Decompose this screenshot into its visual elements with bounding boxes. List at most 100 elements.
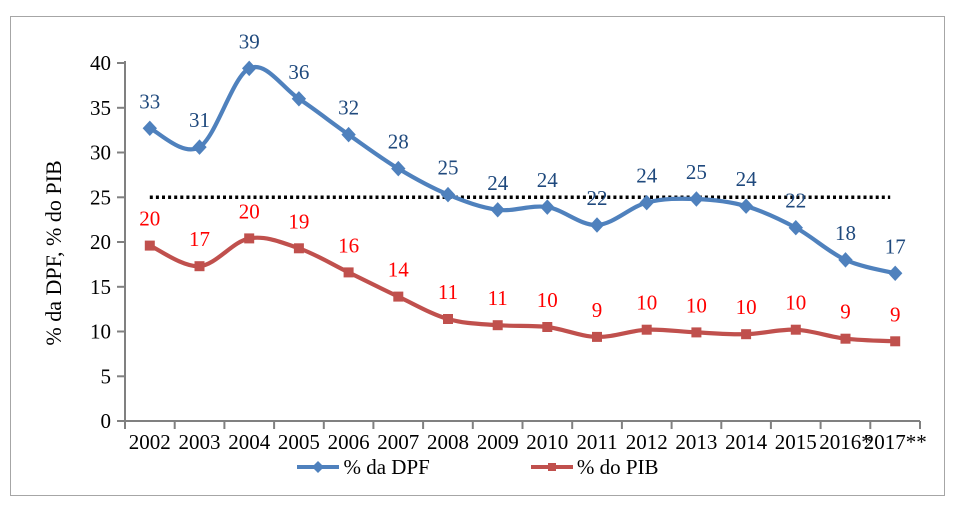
legend-label-2: % do PIB <box>576 454 659 479</box>
x-tick-label: 2015 <box>775 430 817 454</box>
diamond-marker <box>788 219 803 236</box>
square-marker <box>343 267 354 278</box>
diamond-marker <box>142 120 157 137</box>
x-tick-label: 2010 <box>526 430 568 454</box>
legend: % da DPF % do PIB <box>10 454 945 480</box>
diamond-marker <box>192 139 207 155</box>
data-label: 14 <box>388 258 410 282</box>
data-label: 10 <box>736 295 757 319</box>
square-marker <box>443 314 453 324</box>
x-tick-label: 2011 <box>576 430 617 454</box>
diamond-marker <box>391 160 406 177</box>
data-label: 11 <box>438 280 458 304</box>
data-label: 24 <box>487 171 509 195</box>
data-label: 39 <box>239 29 260 53</box>
data-label: 19 <box>288 209 309 233</box>
data-label: 22 <box>587 186 608 210</box>
diamond-marker <box>490 202 505 218</box>
data-label: 10 <box>785 291 806 315</box>
square-marker <box>542 322 553 332</box>
legend-item-2: % do PIB <box>530 455 659 480</box>
legend-label-1: % da DPF <box>343 454 430 479</box>
y-tick-label: 5 <box>101 364 112 388</box>
data-label: 17 <box>885 234 906 258</box>
square-marker <box>492 320 503 331</box>
diamond-marker <box>589 217 605 233</box>
square-marker <box>393 291 404 302</box>
y-tick-label: 30 <box>90 141 111 165</box>
legend-diamond-marker <box>312 461 325 473</box>
data-label: 17 <box>189 227 210 251</box>
diamond-marker <box>738 198 754 214</box>
legend-square-marker <box>547 463 556 471</box>
data-label: 10 <box>537 288 558 312</box>
data-label: 9 <box>890 302 901 326</box>
diamond-marker <box>341 126 356 143</box>
square-marker <box>194 261 205 272</box>
square-marker <box>790 324 801 335</box>
data-label: 24 <box>537 168 559 192</box>
data-label: 10 <box>636 291 657 315</box>
diamond-marker <box>540 199 555 215</box>
data-label: 18 <box>835 221 856 245</box>
legend-item-1: % da DPF <box>296 454 430 480</box>
square-marker <box>691 327 702 338</box>
x-tick-label: 2009 <box>477 430 519 454</box>
data-label: 36 <box>288 60 309 84</box>
data-label: 28 <box>388 130 409 154</box>
square-marker <box>244 233 255 244</box>
y-tick-label: 15 <box>90 275 111 299</box>
data-label: 32 <box>338 96 359 120</box>
y-tick-label: 35 <box>90 96 111 120</box>
square-marker <box>890 336 901 347</box>
y-tick-label: 0 <box>101 409 112 433</box>
data-label: 10 <box>686 293 707 317</box>
x-tick-label: 2013 <box>675 430 717 454</box>
y-tick-label: 40 <box>90 51 111 75</box>
data-label: 20 <box>139 207 160 231</box>
square-legend-icon <box>530 463 573 471</box>
x-tick-label: 2006 <box>328 430 370 454</box>
x-tick-label: 2004 <box>228 430 271 454</box>
data-label: 31 <box>189 108 210 132</box>
x-tick-label: 2003 <box>179 430 221 454</box>
data-label: 33 <box>139 89 160 113</box>
y-tick-label: 10 <box>90 320 111 344</box>
data-label: 20 <box>239 199 260 223</box>
square-marker <box>641 324 652 335</box>
series-line-1 <box>147 64 898 276</box>
data-label: 11 <box>488 286 508 310</box>
x-tick-label: 2017** <box>864 430 927 454</box>
diamond-marker <box>242 60 257 77</box>
data-label: 9 <box>592 298 603 322</box>
y-tick-label: 25 <box>90 185 111 209</box>
data-label: 22 <box>785 189 806 213</box>
diamond-marker <box>888 265 903 282</box>
data-label: 24 <box>736 167 758 191</box>
data-label: 25 <box>438 156 459 180</box>
y-tick-label: 20 <box>90 230 111 254</box>
data-label: 25 <box>686 160 707 184</box>
diamond-marker <box>838 252 853 268</box>
diamond-marker <box>291 91 307 107</box>
data-label: 16 <box>338 233 359 257</box>
x-tick-label: 2008 <box>427 430 469 454</box>
x-tick-label: 2012 <box>626 430 668 454</box>
x-tick-label: 2007 <box>377 430 419 454</box>
square-marker <box>840 333 851 344</box>
x-tick-label: 2016* <box>819 430 872 454</box>
diamond-marker <box>639 194 654 211</box>
diamond-marker <box>689 191 704 207</box>
square-marker <box>293 243 304 254</box>
diamond-legend-icon <box>297 461 340 473</box>
diamond-marker <box>440 186 456 203</box>
square-marker <box>592 331 602 342</box>
square-marker <box>741 329 752 340</box>
x-tick-label: 2014 <box>725 430 768 454</box>
square-marker <box>144 240 155 251</box>
series-line-2 <box>147 235 898 344</box>
x-tick-label: 2002 <box>129 430 171 454</box>
data-label: 9 <box>840 300 851 324</box>
